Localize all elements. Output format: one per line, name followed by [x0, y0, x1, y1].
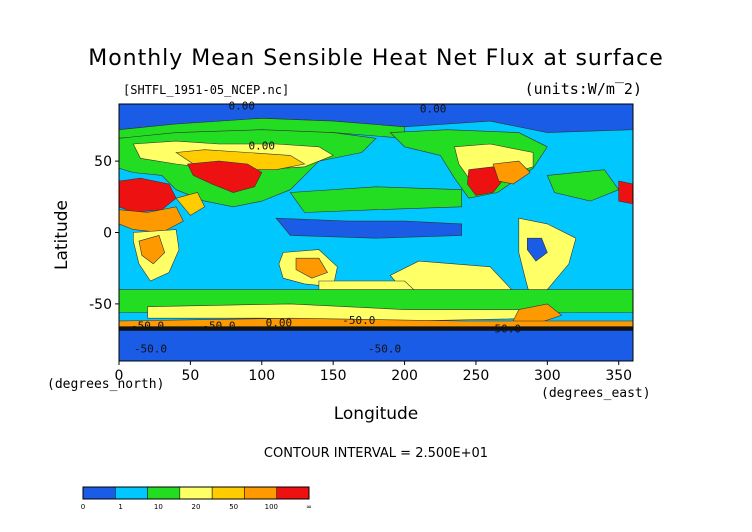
flux-region-18 [526, 237, 548, 262]
contour-label: 0.00 [229, 100, 256, 113]
x-tick-label: 100 [248, 368, 275, 384]
contour-interval-label: CONTOUR INTERVAL = 2.500E+01 [263, 446, 489, 461]
x-tick-label: 0 [115, 368, 124, 384]
antarctic-contour-band [119, 326, 633, 331]
flux-region-16 [492, 160, 531, 185]
contour-label: -50.0 [342, 314, 375, 327]
contour-label: 0.00 [420, 103, 447, 116]
colorbar-label: ∞ [306, 503, 312, 511]
y-tick-label: -50 [89, 297, 112, 313]
contour-label: 0.00 [266, 317, 293, 330]
x-tick-label: 200 [391, 368, 418, 384]
colorbar-swatch [244, 486, 277, 500]
contour-label: -50.0 [131, 320, 164, 333]
x-tick-label: 250 [463, 368, 490, 384]
colorbar-swatch [82, 486, 116, 500]
file-label: [SHTFL_1951-05_NCEP.nc] [123, 83, 290, 97]
x-tick-label: 50 [181, 368, 199, 384]
flux-region-29 [546, 169, 620, 202]
flux-region-25 [512, 303, 563, 325]
contour-label: -50.0 [134, 342, 167, 355]
colorbar-label: 1 [118, 503, 122, 511]
colorbar-label: 50 [229, 503, 238, 511]
contour-label: -50.0 [488, 322, 521, 335]
flux-region-6 [118, 177, 177, 213]
x-tick-label: 150 [320, 368, 347, 384]
colorbar-frame [82, 486, 310, 500]
contour-label: 0.00 [249, 140, 276, 153]
colorbar-swatch [115, 486, 148, 500]
y-tick-label: 0 [103, 226, 112, 242]
flux-region-20 [295, 257, 328, 279]
colorbar-swatch [147, 486, 181, 500]
colorbar-swatch [211, 486, 245, 500]
contour-label: -50.0 [202, 320, 235, 333]
x-tick-label: 300 [534, 368, 561, 384]
colorbar-swatch [179, 486, 213, 500]
y-tick-label: 50 [94, 154, 112, 170]
y-unit-label: (degrees_north) [47, 377, 165, 392]
x-unit-label: (degrees_east) [541, 386, 651, 401]
flux-region-11 [289, 186, 463, 213]
contour-label: -50.0 [368, 342, 401, 355]
colorbar-label: 100 [265, 503, 278, 511]
flux-region-8 [175, 192, 206, 216]
chart-title: Monthly Mean Sensible Heat Net Flux at s… [88, 46, 664, 71]
flux-region-7 [118, 206, 184, 233]
x-axis-label: Longitude [333, 404, 419, 424]
flux-region-28 [618, 180, 634, 205]
colorbar-swatch [276, 486, 310, 500]
flux-region-10 [138, 235, 166, 265]
units-label: (units:W/m‾2) [524, 80, 642, 98]
colorbar-label: 20 [192, 503, 201, 511]
flux-region-5 [187, 160, 263, 193]
flux-region-12 [275, 217, 463, 239]
colorbar-label: 10 [154, 503, 163, 511]
flux-region-15 [467, 166, 505, 196]
x-tick-label: 350 [605, 368, 632, 384]
colorbar-label: 0 [81, 503, 85, 511]
